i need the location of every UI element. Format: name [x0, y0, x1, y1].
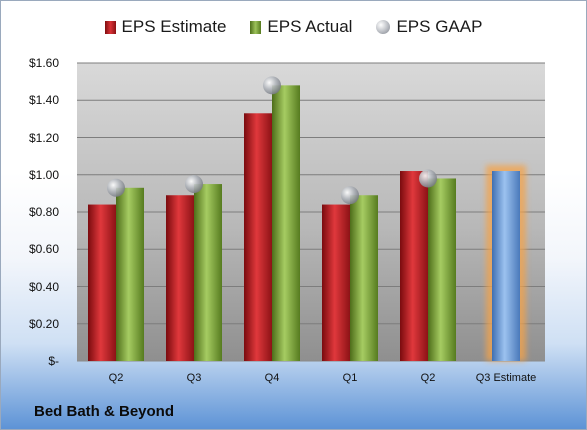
gridlines [77, 62, 545, 362]
x-tick-label: Q2 [420, 372, 436, 384]
y-tick-label: $1.60 [28, 56, 59, 70]
y-tick-label: $- [48, 354, 59, 368]
point-eps-gaap [185, 175, 203, 194]
green-bar-swatch-icon [250, 20, 262, 34]
legend-label-actual: EPS Actual [267, 17, 353, 36]
y-tick-label: $1.00 [28, 167, 59, 182]
y-tick-label: $0.60 [28, 242, 59, 257]
legend-label-gaap: EPS GAAP [396, 17, 483, 36]
legend-item-gaap: EPS GAAP [376, 17, 482, 37]
bar-eps-estimate [88, 204, 116, 361]
y-tick-label: $1.40 [28, 93, 59, 108]
bar-eps-estimate-forecast [492, 171, 520, 361]
bar-eps-actual [272, 85, 300, 361]
legend-item-estimate: EPS Estimate [104, 17, 227, 37]
red-bar-swatch-icon [104, 20, 116, 34]
bar-eps-actual [116, 187, 144, 361]
point-eps-gaap [419, 169, 437, 188]
company-name: Bed Bath & Beyond [34, 403, 175, 420]
gaap-points [107, 76, 437, 205]
x-tick-label: Q3 [186, 372, 202, 384]
bar-eps-estimate [322, 204, 350, 361]
bar-eps-actual [350, 195, 378, 361]
point-eps-gaap [107, 178, 125, 197]
x-tick-label: Q1 [342, 372, 358, 384]
legend-label-estimate: EPS Estimate [121, 17, 227, 36]
y-tick-label: $0.40 [28, 279, 59, 294]
bar-eps-actual [194, 184, 222, 361]
bar-eps-estimate [400, 171, 428, 361]
bar-eps-actual [428, 178, 456, 361]
bar-eps-estimate [166, 195, 194, 361]
bars [88, 85, 526, 361]
x-tick-label: Q2 [108, 372, 124, 384]
y-tick-label: $1.20 [28, 130, 59, 145]
bar-eps-estimate [244, 113, 272, 361]
point-eps-gaap [341, 186, 359, 205]
x-tick-label: Q4 [264, 372, 280, 384]
legend-item-actual: EPS Actual [250, 17, 352, 37]
y-tick-label: $0.80 [28, 205, 59, 219]
gray-ball-swatch-icon [376, 20, 391, 34]
x-tick-label: Q3 Estimate [475, 372, 537, 384]
point-eps-gaap [263, 76, 281, 95]
y-tick-label: $0.20 [28, 316, 59, 331]
legend: EPS Estimate EPS Actual EPS GAAP [1, 17, 586, 37]
